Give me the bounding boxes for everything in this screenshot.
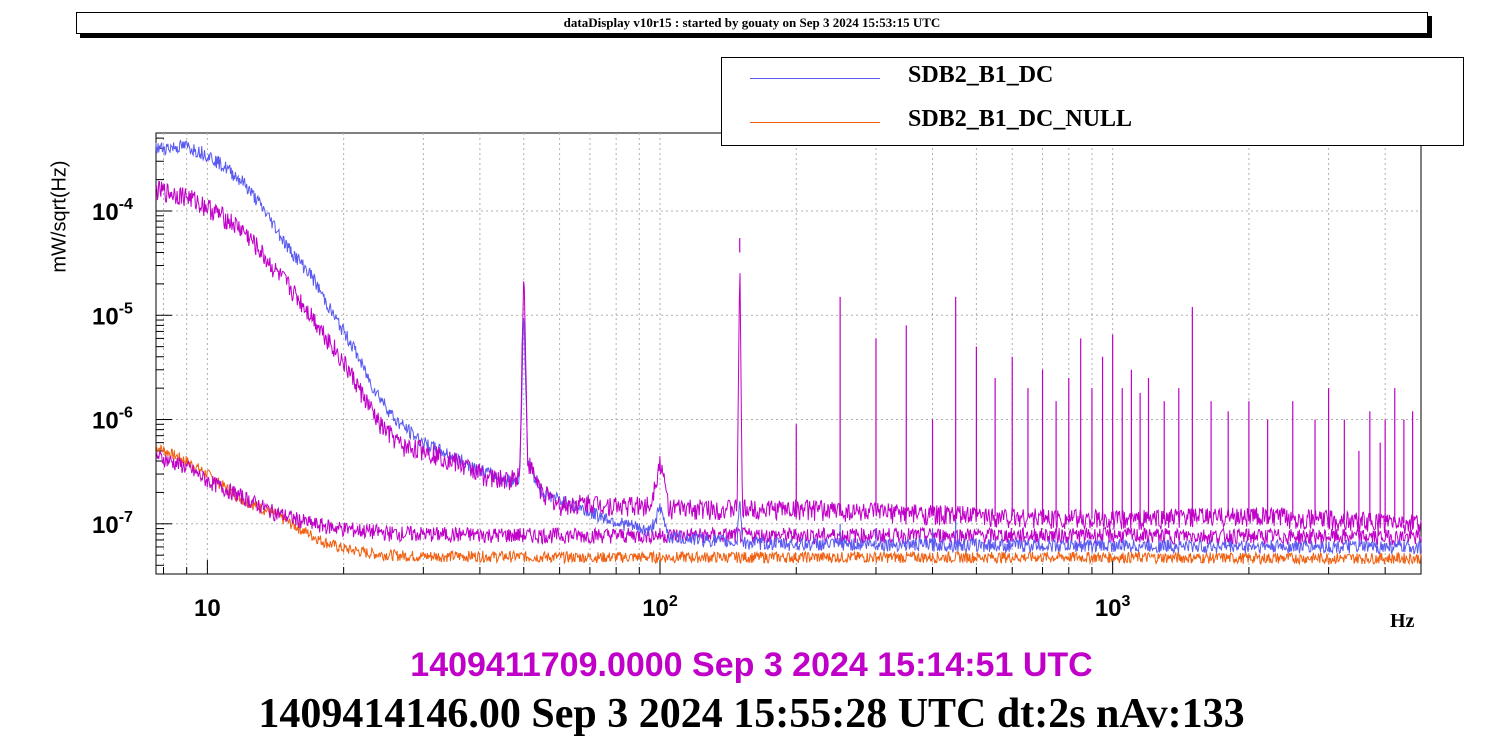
series-line-reference-low: [155, 449, 1422, 547]
legend-line-swatch: [750, 78, 880, 79]
x-tick-label: 103: [1095, 593, 1131, 622]
y-tick-label: 10-4: [92, 196, 133, 226]
y-tick-label: 10-7: [92, 509, 133, 539]
legend-line-swatch: [750, 122, 880, 123]
legend-label: SDB2_B1_DC_NULL: [908, 106, 1133, 132]
x-tick-label: 102: [642, 593, 678, 622]
legend-label: SDB2_B1_DC: [908, 62, 1054, 88]
reference-timestamp: 1409411709.0000 Sep 3 2024 15:14:51 UTC: [410, 646, 1093, 684]
legend-entry[interactable]: SDB2_B1_DC_NULL: [722, 102, 1463, 142]
series-line-sdb2-b1-dc-null: [155, 444, 1422, 566]
series-line-reference: [155, 180, 1422, 535]
x-tick-label: 10: [194, 595, 221, 622]
y-tick-label: 10-5: [92, 300, 133, 330]
title-box: dataDisplay v10r15 : started by gouaty o…: [76, 12, 1428, 34]
legend: SDB2_B1_DC SDB2_B1_DC_NULL: [721, 57, 1464, 146]
y-axis-label: mW/sqrt(Hz): [48, 160, 71, 273]
x-axis-label: Hz: [1390, 610, 1415, 632]
plot-frame: [155, 132, 1422, 575]
y-tick-label: 10-6: [92, 405, 133, 435]
series-line-sdb2-b1-dc: [155, 139, 1422, 555]
legend-entry[interactable]: SDB2_B1_DC: [722, 58, 1463, 98]
current-timestamp: 1409414146.00 Sep 3 2024 15:55:28 UTC dt…: [258, 691, 1245, 737]
page-title: dataDisplay v10r15 : started by gouaty o…: [563, 15, 941, 30]
